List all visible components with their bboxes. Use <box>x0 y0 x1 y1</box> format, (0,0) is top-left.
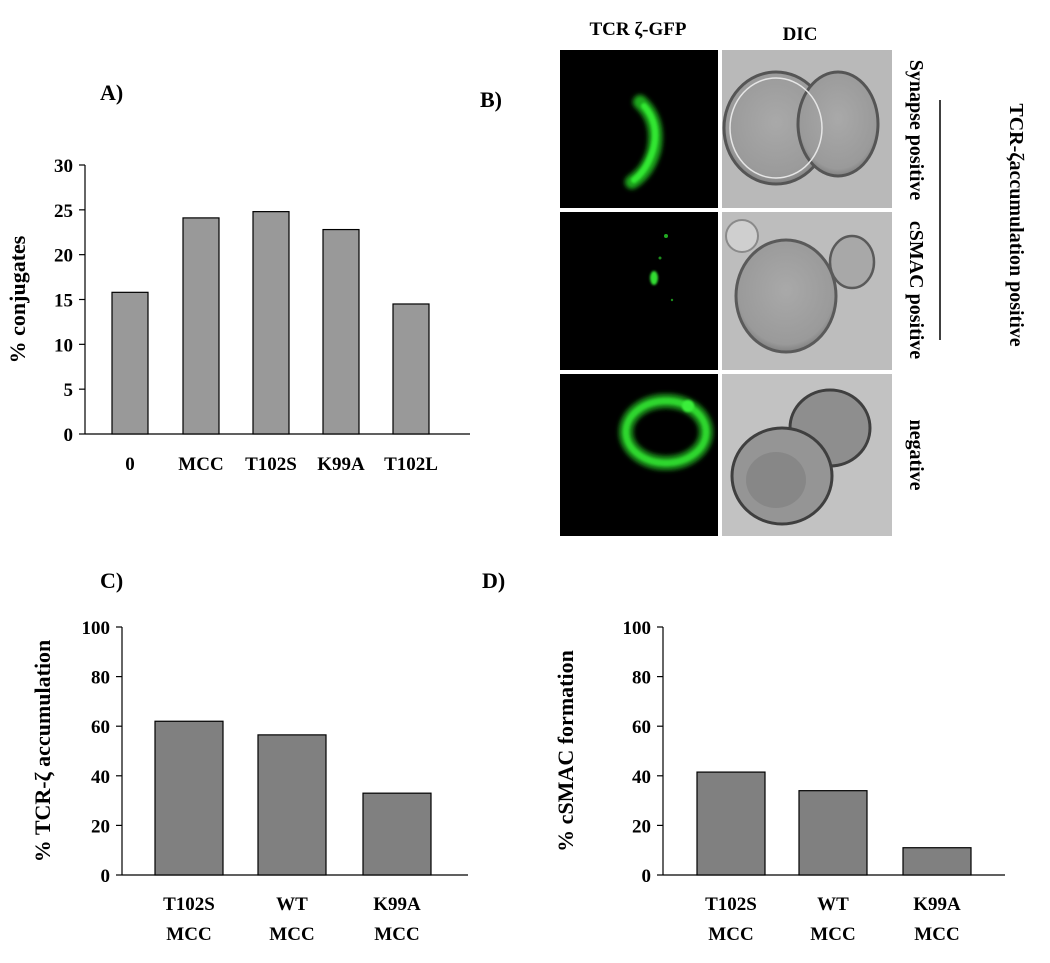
x-tick-label: MCC <box>914 924 959 945</box>
row-label-csmac-positive: cSMAC positive <box>905 221 927 359</box>
col-label-gfp: TCR ζ-GFP <box>589 19 686 40</box>
row-label-negative: negative <box>905 419 927 490</box>
chart-csmac-formation: 0 20 40 60 80 100 T102S MCC WT MCC K99A MCC % cSMAC … <box>553 618 1005 945</box>
side-title: TCR-ζaccumulation positive <box>1005 103 1027 346</box>
x-tick-label: MCC <box>178 454 223 475</box>
y-tick-label: 80 <box>91 668 110 689</box>
x-tick-label: MCC <box>269 924 314 945</box>
bar <box>362 792 432 876</box>
y-tick-label: 60 <box>632 717 651 738</box>
x-tick-label: 0 <box>125 454 135 475</box>
bar <box>182 217 220 435</box>
bar <box>322 228 360 435</box>
x-tick-label: K99A <box>373 894 421 915</box>
x-tick-label: MCC <box>166 924 211 945</box>
y-tick-label: 20 <box>91 816 110 837</box>
y-tick-label: 60 <box>91 717 110 738</box>
y-tick-label: 100 <box>82 618 111 639</box>
y-tick-label: 100 <box>623 618 652 639</box>
y-axis-label: % cSMAC formation <box>553 650 578 852</box>
y-tick-label: 10 <box>54 335 73 356</box>
x-tick-label: T102S <box>163 894 215 915</box>
panel-label-d: D) <box>482 568 505 593</box>
panel-label-a: A) <box>100 80 123 105</box>
y-tick-label: 15 <box>54 291 73 312</box>
y-tick-label: 20 <box>632 816 651 837</box>
dic-cells-1 <box>722 70 880 186</box>
bar <box>902 847 972 876</box>
y-tick-label: 20 <box>54 246 73 267</box>
y-axis-label: % TCR-ζ accumulation <box>30 640 55 863</box>
x-tick-label: WT <box>817 894 849 915</box>
chart-conjugates: 0 5 10 15 20 25 30 0 MCC T102S K99A T102L % conjugat… <box>5 156 470 475</box>
bar <box>392 303 430 435</box>
bar <box>798 790 868 876</box>
x-tick-label: K99A <box>317 454 365 475</box>
y-tick-label: 40 <box>91 767 110 788</box>
y-tick-label: 5 <box>64 380 74 401</box>
x-tick-label: K99A <box>913 894 961 915</box>
bar <box>257 734 327 876</box>
x-tick-label: WT <box>276 894 308 915</box>
x-tick-label: MCC <box>708 924 753 945</box>
x-tick-label: MCC <box>374 924 419 945</box>
dic-cells-3 <box>730 388 872 526</box>
y-tick-label: 0 <box>101 866 111 887</box>
bar <box>154 720 224 876</box>
chart-tcr-accumulation: 0 20 40 60 80 100 T102S MCC WT MCC K99A MCC % TCR-ζ … <box>30 618 468 945</box>
y-tick-label: 0 <box>64 425 74 446</box>
micrograph-panel: TCR ζ-GFP DIC <box>560 19 1027 536</box>
y-axis-label: % conjugates <box>5 235 30 363</box>
bar <box>111 291 149 435</box>
gfp-signal-synapse <box>625 95 663 189</box>
y-tick-label: 40 <box>632 767 651 788</box>
row-label-synapse-positive: Synapse positive <box>905 60 927 201</box>
y-tick-label: 0 <box>642 866 652 887</box>
x-tick-label: T102S <box>245 454 297 475</box>
x-tick-label: T102L <box>384 454 438 475</box>
gfp-signal-csmac <box>650 234 674 302</box>
dic-cells-2 <box>725 219 876 354</box>
x-tick-label: MCC <box>810 924 855 945</box>
col-label-dic: DIC <box>783 24 818 45</box>
panel-label-c: C) <box>100 568 123 593</box>
bar <box>696 771 766 876</box>
y-tick-label: 80 <box>632 668 651 689</box>
x-tick-label: T102S <box>705 894 757 915</box>
gfp-signal-ring <box>619 394 713 470</box>
y-tick-label: 25 <box>54 201 73 222</box>
y-tick-label: 30 <box>54 156 73 177</box>
gfp-frame-2 <box>560 212 718 370</box>
panel-label-b: B) <box>480 87 502 112</box>
bar <box>252 211 290 435</box>
